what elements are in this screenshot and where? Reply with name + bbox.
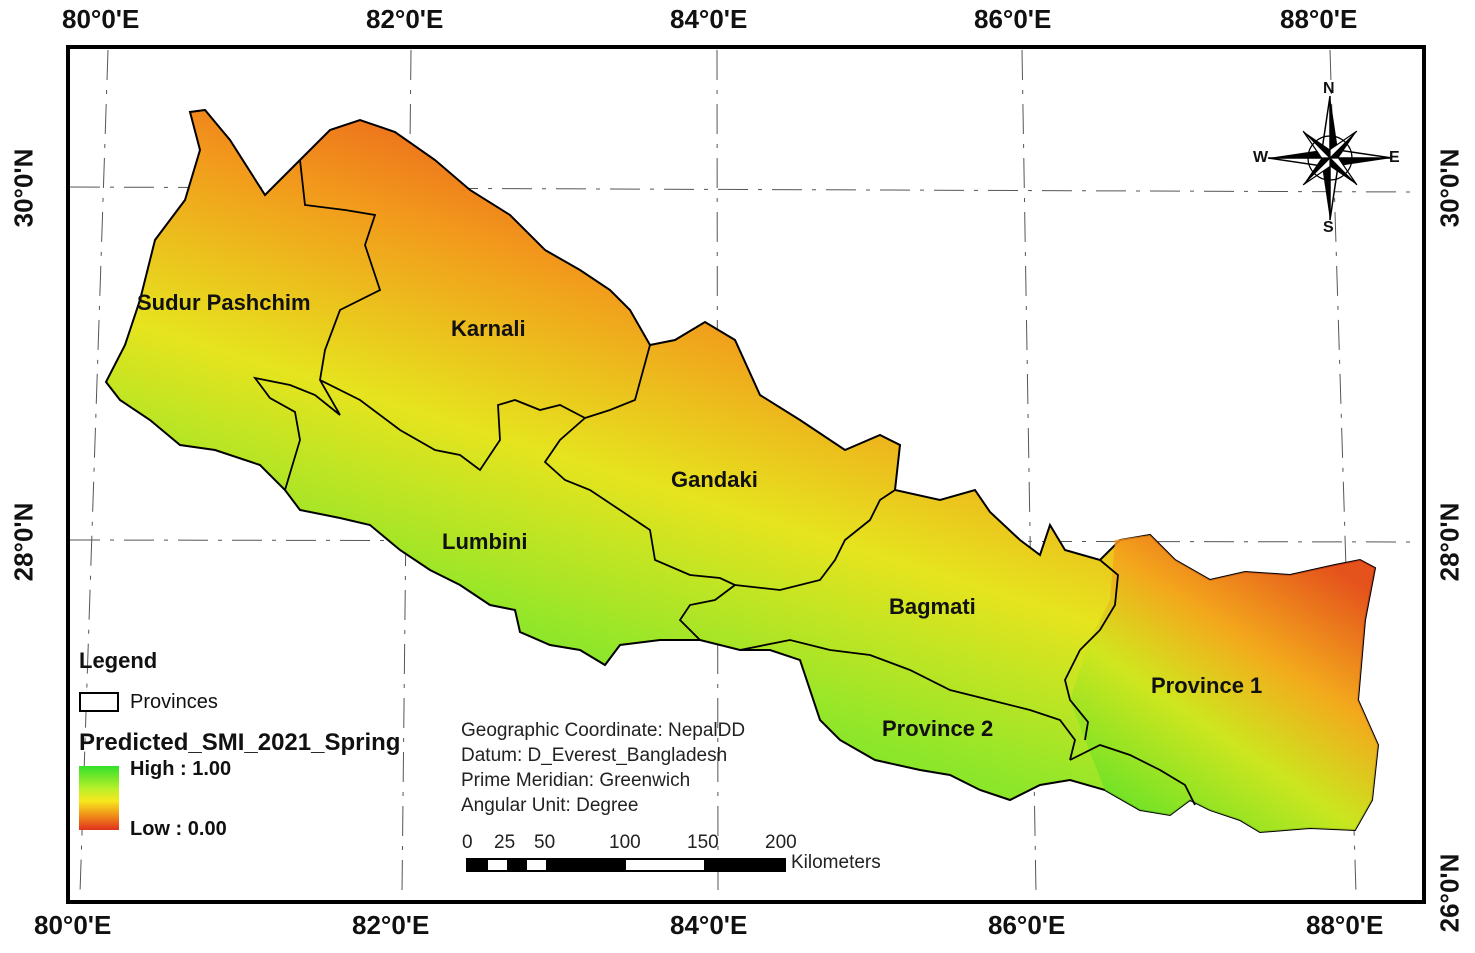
scale-label-25: 25	[494, 832, 516, 853]
top-tick-84e: 84°0'E	[670, 4, 748, 34]
legend-low-label: Low : 0.00	[130, 818, 227, 840]
scale-unit: Kilometers	[791, 852, 881, 873]
label-gandaki: Gandaki	[671, 467, 758, 492]
legend-provinces-label: Provinces	[130, 691, 218, 713]
legend-title: Legend	[79, 648, 158, 673]
top-tick-86e: 86°0'E	[974, 4, 1052, 34]
scale-label-200: 200	[765, 832, 797, 853]
scale-bar	[466, 858, 786, 872]
legend-layer-name: Predicted_SMI_2021_Spring	[79, 729, 401, 756]
top-tick-88e: 88°0'E	[1280, 4, 1358, 34]
info-datum: Datum: D_Everest_Bangladesh	[461, 745, 728, 766]
compass-n: N	[1323, 80, 1335, 97]
bottom-tick-80e: 80°0'E	[34, 910, 112, 940]
label-lumbini: Lumbini	[442, 529, 528, 554]
info-angular-unit: Angular Unit: Degree	[461, 795, 639, 816]
scale-label-150: 150	[687, 832, 719, 853]
scale-label-0: 0	[462, 832, 473, 853]
bottom-tick-84e: 84°0'E	[670, 910, 748, 940]
legend-color-ramp	[79, 766, 119, 830]
top-tick-80e: 80°0'E	[62, 4, 140, 34]
top-tick-82e: 82°0'E	[366, 4, 444, 34]
compass-w: W	[1253, 149, 1269, 166]
north-arrow-icon	[1267, 95, 1393, 221]
province-borders	[252, 159, 1196, 806]
label-province-1: Province 1	[1151, 673, 1263, 698]
bottom-tick-82e: 82°0'E	[352, 910, 430, 940]
bottom-tick-88e: 88°0'E	[1306, 910, 1384, 940]
legend-provinces-swatch	[79, 692, 119, 712]
scale-label-100: 100	[609, 832, 641, 853]
scale-label-50: 50	[534, 832, 556, 853]
bottom-tick-86e: 86°0'E	[988, 910, 1066, 940]
legend-high-label: High : 1.00	[130, 758, 232, 780]
map-frame	[66, 45, 1426, 904]
compass-s: S	[1323, 219, 1334, 236]
compass-e: E	[1389, 149, 1400, 166]
label-sudur-pashchim: Sudur Pashchim	[137, 290, 311, 315]
label-province-2: Province 2	[882, 716, 994, 741]
info-coordinate: Geographic Coordinate: NepalDD	[461, 720, 746, 741]
label-karnali: Karnali	[451, 316, 526, 341]
info-meridian: Prime Meridian: Greenwich	[461, 770, 691, 791]
label-bagmati: Bagmati	[889, 594, 976, 619]
